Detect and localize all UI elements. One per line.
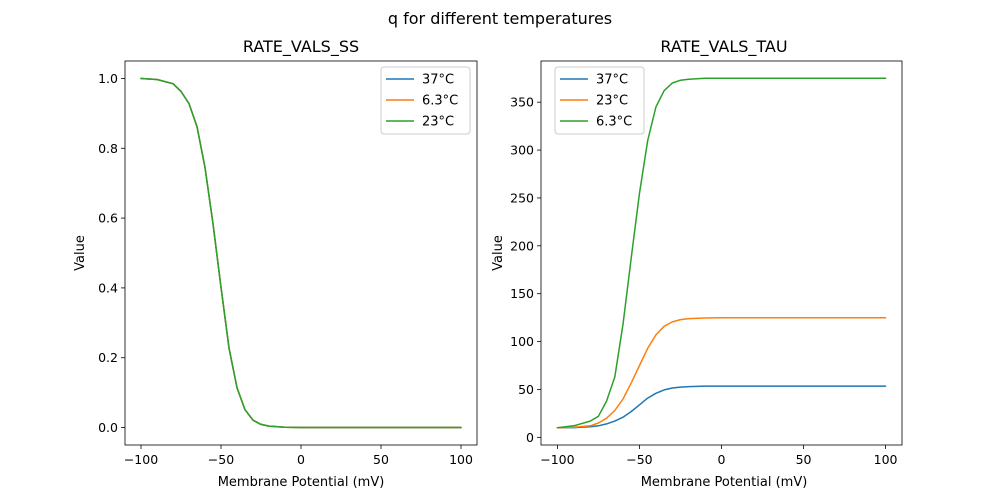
series-line-1 — [556, 385, 887, 429]
subplot-title: RATE_VALS_SS — [243, 37, 359, 57]
x-tick-label: −50 — [208, 452, 234, 467]
x-tick-label: 0 — [297, 452, 305, 467]
legend-label: 23°C — [596, 94, 628, 109]
x-tick-label: 0 — [718, 452, 726, 467]
y-tick-label: 0.8 — [98, 141, 118, 156]
legend-box — [554, 66, 645, 135]
y-tick-label: 300 — [510, 143, 534, 158]
x-tick-label: −100 — [540, 452, 574, 467]
y-axis-label: Value — [73, 235, 88, 271]
legend-label: 6.3°C — [596, 115, 632, 130]
y-axis-label: Value — [491, 235, 506, 271]
y-tick-label: 1.0 — [98, 71, 118, 86]
y-tick-label: 0.0 — [98, 420, 118, 435]
x-tick-label: 50 — [373, 452, 389, 467]
subplot-rate-vals-ss: −100 −50 0 50 100 0.0 0.2 0.4 0.6 0.8 1.0 37°C 6.3°C… — [73, 37, 478, 490]
x-tick-label: −50 — [626, 452, 652, 467]
series-line-3 — [556, 77, 887, 429]
legend: 37°C 6.3°C 23°C — [380, 66, 471, 135]
legend: 37°C 23°C 6.3°C — [554, 66, 645, 135]
y-tick-label: 0 — [526, 430, 534, 445]
x-tick-label: 50 — [796, 452, 812, 467]
x-tick-label: 100 — [449, 452, 473, 467]
x-tick-label: 100 — [874, 452, 898, 467]
y-tick-label: 0.4 — [98, 280, 118, 295]
y-tick-label: 50 — [518, 382, 534, 397]
legend-label: 37°C — [422, 73, 454, 88]
y-tick-label: 150 — [510, 286, 534, 301]
y-tick-label: 0.2 — [98, 350, 118, 365]
series-line-3 — [140, 77, 462, 429]
y-tick-label: 0.6 — [98, 211, 118, 226]
x-tick-label: −100 — [124, 452, 158, 467]
x-axis-label: Membrane Potential (mV) — [218, 475, 385, 490]
subplot-rate-vals-tau: −100 −50 0 50 100 0 50 100 150 200 250 300 350 37°C 23… — [491, 37, 903, 490]
subplot-title: RATE_VALS_TAU — [660, 37, 787, 57]
y-tick-label: 350 — [510, 95, 534, 110]
figure-suptitle: q for different temperatures — [388, 9, 612, 28]
legend-box — [380, 66, 471, 135]
y-tick-label: 100 — [510, 334, 534, 349]
legend-label: 37°C — [596, 73, 628, 88]
legend-label: 23°C — [422, 115, 454, 130]
plot-area: −100 −50 0 50 100 0 50 100 150 200 250 300 350 37°C 23… — [510, 60, 903, 467]
series-line-2 — [556, 317, 887, 429]
x-axis-label: Membrane Potential (mV) — [641, 475, 808, 490]
plot-area: −100 −50 0 50 100 0.0 0.2 0.4 0.6 0.8 1.0 37°C 6.3°C… — [98, 60, 478, 467]
y-tick-label: 200 — [510, 238, 534, 253]
legend-label: 6.3°C — [422, 94, 458, 109]
y-tick-label: 250 — [510, 190, 534, 205]
